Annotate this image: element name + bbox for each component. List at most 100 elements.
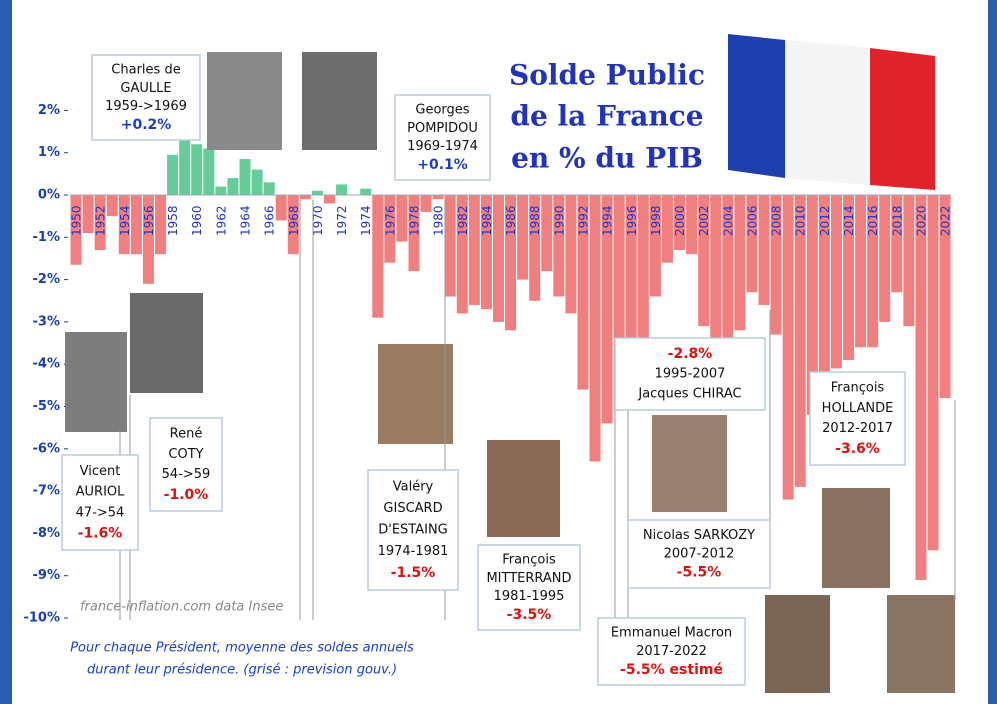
bar (915, 195, 927, 580)
annotation-box (367, 469, 459, 591)
bar (758, 195, 770, 305)
annotation-value: -1.5% (391, 565, 436, 581)
bar (179, 127, 191, 195)
x-tick-label: 1966 (263, 205, 277, 236)
annotation-value: -2.8% (668, 346, 713, 362)
annotation-box (149, 417, 223, 512)
photos (65, 52, 955, 693)
annotation-value: -5.5% (677, 565, 722, 581)
bar (939, 195, 951, 399)
bar (275, 195, 287, 221)
y-tick-label: 0% (38, 188, 60, 203)
bar (879, 195, 891, 322)
annotation-text: Nicolas SARKOZY (643, 528, 755, 543)
bar (396, 195, 408, 242)
x-tick-label: 1970 (311, 205, 325, 236)
annotation-text: D'ESTAING (378, 523, 448, 538)
annotation-text: COTY (168, 447, 203, 462)
y-tick-label: -3% (33, 314, 60, 329)
annotation-box (597, 617, 746, 686)
x-tick-label: 2012 (818, 205, 832, 236)
bar (746, 195, 758, 293)
bar (142, 195, 154, 284)
y-tick-label: -1% (33, 230, 60, 245)
annotation-box (61, 454, 139, 551)
annotation-box (91, 54, 201, 141)
annotation-text: Vicent (80, 464, 121, 479)
bar (613, 195, 625, 411)
bar (867, 195, 879, 348)
bar (336, 184, 348, 195)
annotation-text: François (502, 553, 556, 568)
x-tick-label: 2002 (697, 205, 711, 236)
bar (287, 195, 299, 255)
bar (529, 195, 541, 301)
source: france-inflation.com data Insee (80, 600, 283, 615)
bar (553, 195, 565, 297)
x-tick-label: 1950 (70, 205, 84, 236)
y-tick-label: -7% (33, 484, 60, 499)
bar (408, 195, 420, 272)
bar (384, 195, 396, 263)
x-tick-label: 2010 (794, 205, 808, 236)
bar (191, 144, 203, 195)
y-tick-label: -4% (33, 357, 60, 372)
bar (517, 195, 529, 280)
bar (637, 195, 649, 348)
bar (70, 195, 82, 265)
x-tick-label: 1994 (601, 205, 615, 236)
bar (818, 195, 830, 407)
bar (432, 195, 444, 200)
annotation-text: 2012-2017 (822, 421, 893, 436)
bar (734, 195, 746, 331)
bar (82, 195, 94, 234)
bar (505, 195, 517, 331)
annotation-value: -3.6% (835, 441, 880, 457)
bar (782, 195, 794, 500)
annotation-text: Valéry (393, 479, 434, 494)
bar (830, 195, 842, 369)
bar (927, 195, 939, 551)
bar (492, 195, 504, 322)
annotation-text: 1974-1981 (378, 544, 449, 559)
x-tick-label: 1958 (166, 205, 180, 236)
annotation-value: -3.5% (507, 607, 552, 623)
annotation-box (477, 544, 581, 631)
annotation-text: HOLLANDE (822, 401, 894, 416)
x-tick-label: 1982 (456, 205, 470, 236)
y-tick-label: -6% (33, 441, 60, 456)
bar (577, 195, 589, 390)
bar (456, 195, 468, 314)
x-tick-label: 1954 (118, 205, 132, 236)
x-tick-label: 2016 (866, 205, 880, 236)
x-tick-label: 1956 (142, 205, 156, 236)
bar (722, 195, 734, 344)
bar (420, 195, 432, 212)
annotation-text: Georges (415, 103, 469, 118)
x-tick-label: 2022 (939, 205, 953, 236)
x-tick-label: 1984 (480, 205, 494, 236)
x-tick-label: 2006 (745, 205, 759, 236)
bar (625, 195, 637, 360)
annotation-text: 1995-2007 (655, 367, 726, 382)
x-tick-label: 1960 (190, 205, 204, 236)
annotation-box (394, 94, 491, 181)
bar (215, 186, 227, 195)
bar (227, 178, 239, 195)
annotation-text: MITTERRAND (486, 571, 571, 586)
bar (541, 195, 553, 272)
y-tick-label: -5% (33, 399, 60, 414)
x-tick-label: 2014 (842, 205, 856, 236)
note: Pour chaque Président, moyenne des solde… (70, 641, 414, 656)
y-tick-label: -9% (33, 568, 60, 583)
annotation-text: GAULLE (120, 81, 171, 96)
chart-title: Solde Public (509, 59, 705, 92)
bar (855, 195, 867, 348)
bar (203, 148, 215, 195)
bar (263, 182, 275, 195)
annotation-text: GISCARD (383, 501, 442, 516)
bar (324, 195, 336, 204)
bar (806, 195, 818, 415)
annotation-box (627, 519, 771, 589)
